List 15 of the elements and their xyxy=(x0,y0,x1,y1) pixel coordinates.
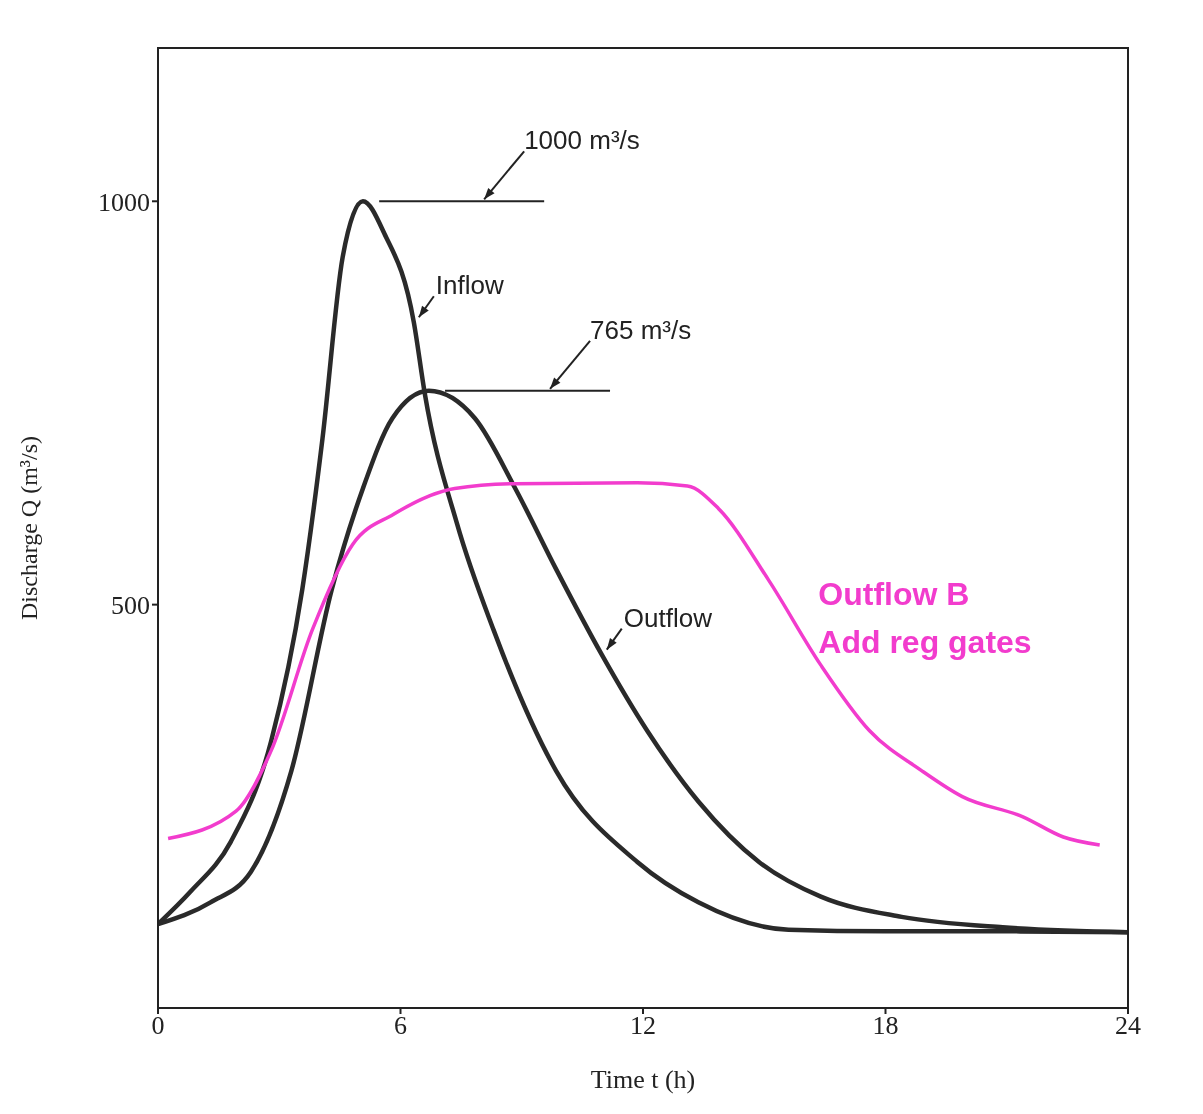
series-label: Inflow xyxy=(435,270,504,301)
y-axis-title: Discharge Q (m³/s) xyxy=(15,435,42,621)
y-tick-label: 1000 xyxy=(98,187,150,217)
x-tick-label: 18 xyxy=(872,1011,899,1041)
x-tick-label: 0 xyxy=(151,1011,165,1041)
y-tick-label: 500 xyxy=(111,590,150,620)
annotation: Add reg gates xyxy=(818,623,1032,660)
annotation: 765 m³/s xyxy=(590,314,692,345)
x-tick-label: 6 xyxy=(394,1011,407,1041)
series-label: Outflow xyxy=(623,602,713,633)
x-axis-title: Time t (h) xyxy=(590,1065,696,1094)
x-tick-label: 24 xyxy=(1115,1011,1141,1041)
annotation: 1000 m³/s xyxy=(524,125,640,156)
series-label: Outflow B xyxy=(818,575,970,612)
x-tick-label: 12 xyxy=(630,1011,656,1041)
